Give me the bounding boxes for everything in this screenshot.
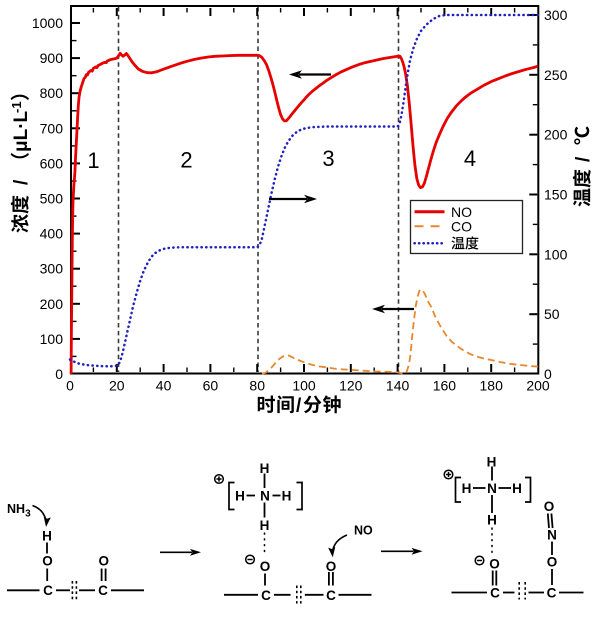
svg-text:160: 160 xyxy=(433,378,457,394)
svg-text:-1: -1 xyxy=(9,101,24,113)
svg-text:0: 0 xyxy=(66,378,74,394)
svg-text:NO: NO xyxy=(451,204,472,220)
svg-text:100: 100 xyxy=(292,378,316,394)
svg-text:O: O xyxy=(99,554,110,569)
svg-text:100: 100 xyxy=(544,246,568,262)
svg-text:0: 0 xyxy=(55,366,63,382)
svg-text:H: H xyxy=(487,455,497,470)
svg-text:2: 2 xyxy=(180,148,192,173)
svg-text:400: 400 xyxy=(40,226,64,242)
svg-text:O: O xyxy=(42,554,53,569)
svg-text:80: 80 xyxy=(249,378,265,394)
svg-text:N: N xyxy=(547,528,557,543)
svg-text:300: 300 xyxy=(40,261,64,277)
svg-text:50: 50 xyxy=(544,306,560,322)
svg-text:C: C xyxy=(261,588,271,603)
svg-text:O: O xyxy=(260,559,271,574)
svg-text:20: 20 xyxy=(109,378,125,394)
svg-text:H: H xyxy=(282,489,292,504)
svg-text:60: 60 xyxy=(203,378,219,394)
svg-text:O: O xyxy=(547,555,558,570)
svg-text:O: O xyxy=(544,499,555,514)
svg-text:/: / xyxy=(296,396,302,417)
svg-text:900: 900 xyxy=(40,50,64,66)
svg-text:H: H xyxy=(260,461,270,476)
svg-text:200: 200 xyxy=(40,296,64,312)
svg-text:200: 200 xyxy=(526,378,550,394)
svg-text:O: O xyxy=(489,557,500,572)
svg-text:120: 120 xyxy=(339,378,363,394)
svg-text:40: 40 xyxy=(156,378,172,394)
svg-text:C: C xyxy=(98,583,108,598)
svg-text:C: C xyxy=(490,585,500,600)
svg-text:200: 200 xyxy=(544,127,568,143)
svg-text:H: H xyxy=(487,513,497,528)
svg-text:1000: 1000 xyxy=(32,15,63,31)
svg-text:500: 500 xyxy=(40,191,64,207)
svg-text:180: 180 xyxy=(480,378,504,394)
svg-text:N: N xyxy=(487,481,497,496)
svg-text:CO: CO xyxy=(451,218,472,234)
svg-text:H: H xyxy=(260,518,270,533)
svg-text:NH3: NH3 xyxy=(7,502,31,520)
svg-text:300: 300 xyxy=(544,7,568,23)
svg-text:250: 250 xyxy=(544,67,568,83)
svg-text:C: C xyxy=(326,588,336,603)
svg-text:1: 1 xyxy=(87,148,99,173)
svg-text:4: 4 xyxy=(464,146,476,171)
svg-text:150: 150 xyxy=(544,187,568,203)
svg-text:μL·L: μL·L xyxy=(11,110,32,152)
svg-text:3: 3 xyxy=(322,146,334,171)
svg-text:600: 600 xyxy=(40,155,64,171)
svg-text:/: / xyxy=(573,156,594,162)
svg-text:100: 100 xyxy=(40,331,64,347)
svg-text:H: H xyxy=(512,481,522,496)
svg-text:H: H xyxy=(42,529,52,544)
svg-text:H: H xyxy=(462,481,472,496)
svg-text:NO: NO xyxy=(354,524,373,538)
svg-text:700: 700 xyxy=(40,120,64,136)
svg-text:H: H xyxy=(235,489,245,504)
svg-text:C: C xyxy=(547,585,557,600)
svg-text:C: C xyxy=(43,583,53,598)
svg-text:O: O xyxy=(326,559,337,574)
svg-text:N: N xyxy=(260,489,270,504)
svg-text:800: 800 xyxy=(40,85,64,101)
svg-text:0: 0 xyxy=(544,366,552,382)
svg-text:/: / xyxy=(11,179,32,185)
svg-text:140: 140 xyxy=(386,378,410,394)
